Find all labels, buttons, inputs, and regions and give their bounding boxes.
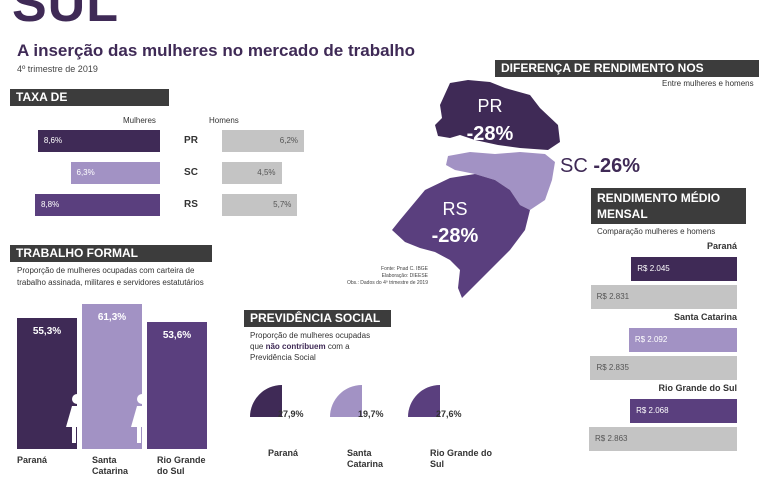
previdencia-desc-pre: Proporção de mulheres ocupadas que <box>250 331 371 351</box>
previdencia-desc-post: com a Previdência Social <box>250 342 350 362</box>
map-pr-code: PR <box>477 96 502 116</box>
rendimento-women-bar: R$ 2.068 <box>630 399 737 423</box>
map-header: DIFERENÇA DE RENDIMENTO NOS ESTADOS <box>495 60 759 92</box>
formal-column-label: Santa Catarina <box>92 455 129 476</box>
previdencia-label: Santa Catarina <box>347 448 384 469</box>
men-bar: 4,5% <box>222 162 282 184</box>
rendimento-title-1: RENDIMENTO MÉDIO <box>597 191 721 205</box>
map-source: Fonte: Pnad C. IBGE Elaboração: DIEESE O… <box>330 266 428 287</box>
women-legend: Mulheres <box>123 116 156 125</box>
formal-description: Proporção de mulheres ocupadas com carte… <box>17 266 204 287</box>
map-pr-value: -28% <box>467 123 514 145</box>
state-code: RS <box>184 199 198 210</box>
map-rio-grande-do-sul <box>392 174 530 298</box>
rendimento-state: Rio Grande do Sul <box>658 383 737 393</box>
source-line-3: Obs.: Dados do 4º trimestre de 2019 <box>346 280 428 286</box>
state-code: SC <box>184 167 198 178</box>
rendimento-header: RENDIMENTO MÉDIO MENSAL <box>591 188 746 224</box>
previdencia-label: Rio Grande do Sul <box>430 448 493 469</box>
rendimento-men-bar: R$ 2.831 <box>590 285 737 309</box>
page-subtitle: A inserção das mulheres no mercado de tr… <box>17 41 416 60</box>
formal-column: 53,6% <box>147 322 207 449</box>
rendimento-men-bar: R$ 2.835 <box>590 356 737 380</box>
previdencia-label: Paraná <box>268 448 299 458</box>
map-santa-catarina <box>446 152 555 210</box>
rendimento-state: Santa Catarina <box>673 312 737 322</box>
women-bar: 8,6% <box>37 130 160 152</box>
desocupacao-header: TAXA DE DESOCUPAÇÃO <box>10 89 169 121</box>
rendimento-men-bar: R$ 2.863 <box>589 427 737 451</box>
state-code: PR <box>184 135 198 146</box>
rendimento-title-2: MENSAL <box>597 207 648 221</box>
previdencia-pie <box>250 385 282 417</box>
formal-column: 55,3% <box>17 318 77 449</box>
rendimento-state: Paraná <box>706 241 737 251</box>
formal-column-label: Paraná <box>17 455 48 465</box>
state-title: SUL <box>12 0 119 33</box>
formal-header: TRABALHO FORMAL <box>10 245 212 262</box>
rendimento-description: Comparação mulheres e homens <box>597 227 716 236</box>
women-bar: 8,8% <box>35 194 160 216</box>
south-region-map: PR -28% RS -28% <box>392 80 560 298</box>
map-rs-code: RS <box>442 199 467 219</box>
men-legend: Homens <box>209 116 239 125</box>
period-label: 4º trimestre de 2019 <box>17 64 98 74</box>
previdencia-description: Proporção de mulheres ocupadas que não c… <box>250 330 380 363</box>
map-rs-value: -28% <box>432 225 479 247</box>
men-bar: 6,2% <box>222 130 304 152</box>
map-sc-label: SC -26% <box>560 155 640 178</box>
source-line-2: Elaboração: DIEESE <box>381 273 428 279</box>
previdencia-desc-bold: não contribuem <box>265 342 326 351</box>
previdencia-value: 19,7% <box>358 409 384 419</box>
formal-column-label: Rio Grande do Sul <box>157 455 206 476</box>
previdencia-header: PREVIDÊNCIA SOCIAL <box>244 310 391 327</box>
previdencia-pie <box>408 385 440 417</box>
men-bar: 5,7% <box>222 194 298 216</box>
rendimento-women-bar: R$ 2.045 <box>631 257 737 281</box>
previdencia-value: 27,9% <box>278 409 304 419</box>
rendimento-women-bar: R$ 2.092 <box>628 328 737 352</box>
map-subtitle: Entre mulheres e homens <box>662 79 754 88</box>
source-line-1: Fonte: Pnad C. IBGE <box>381 266 428 272</box>
map-sc-code: SC <box>560 155 588 177</box>
map-parana <box>435 80 560 150</box>
previdencia-value: 27,6% <box>436 409 462 419</box>
map-sc-value: -26% <box>593 155 641 177</box>
previdencia-pie <box>330 385 362 417</box>
women-bar: 6,3% <box>70 162 160 184</box>
